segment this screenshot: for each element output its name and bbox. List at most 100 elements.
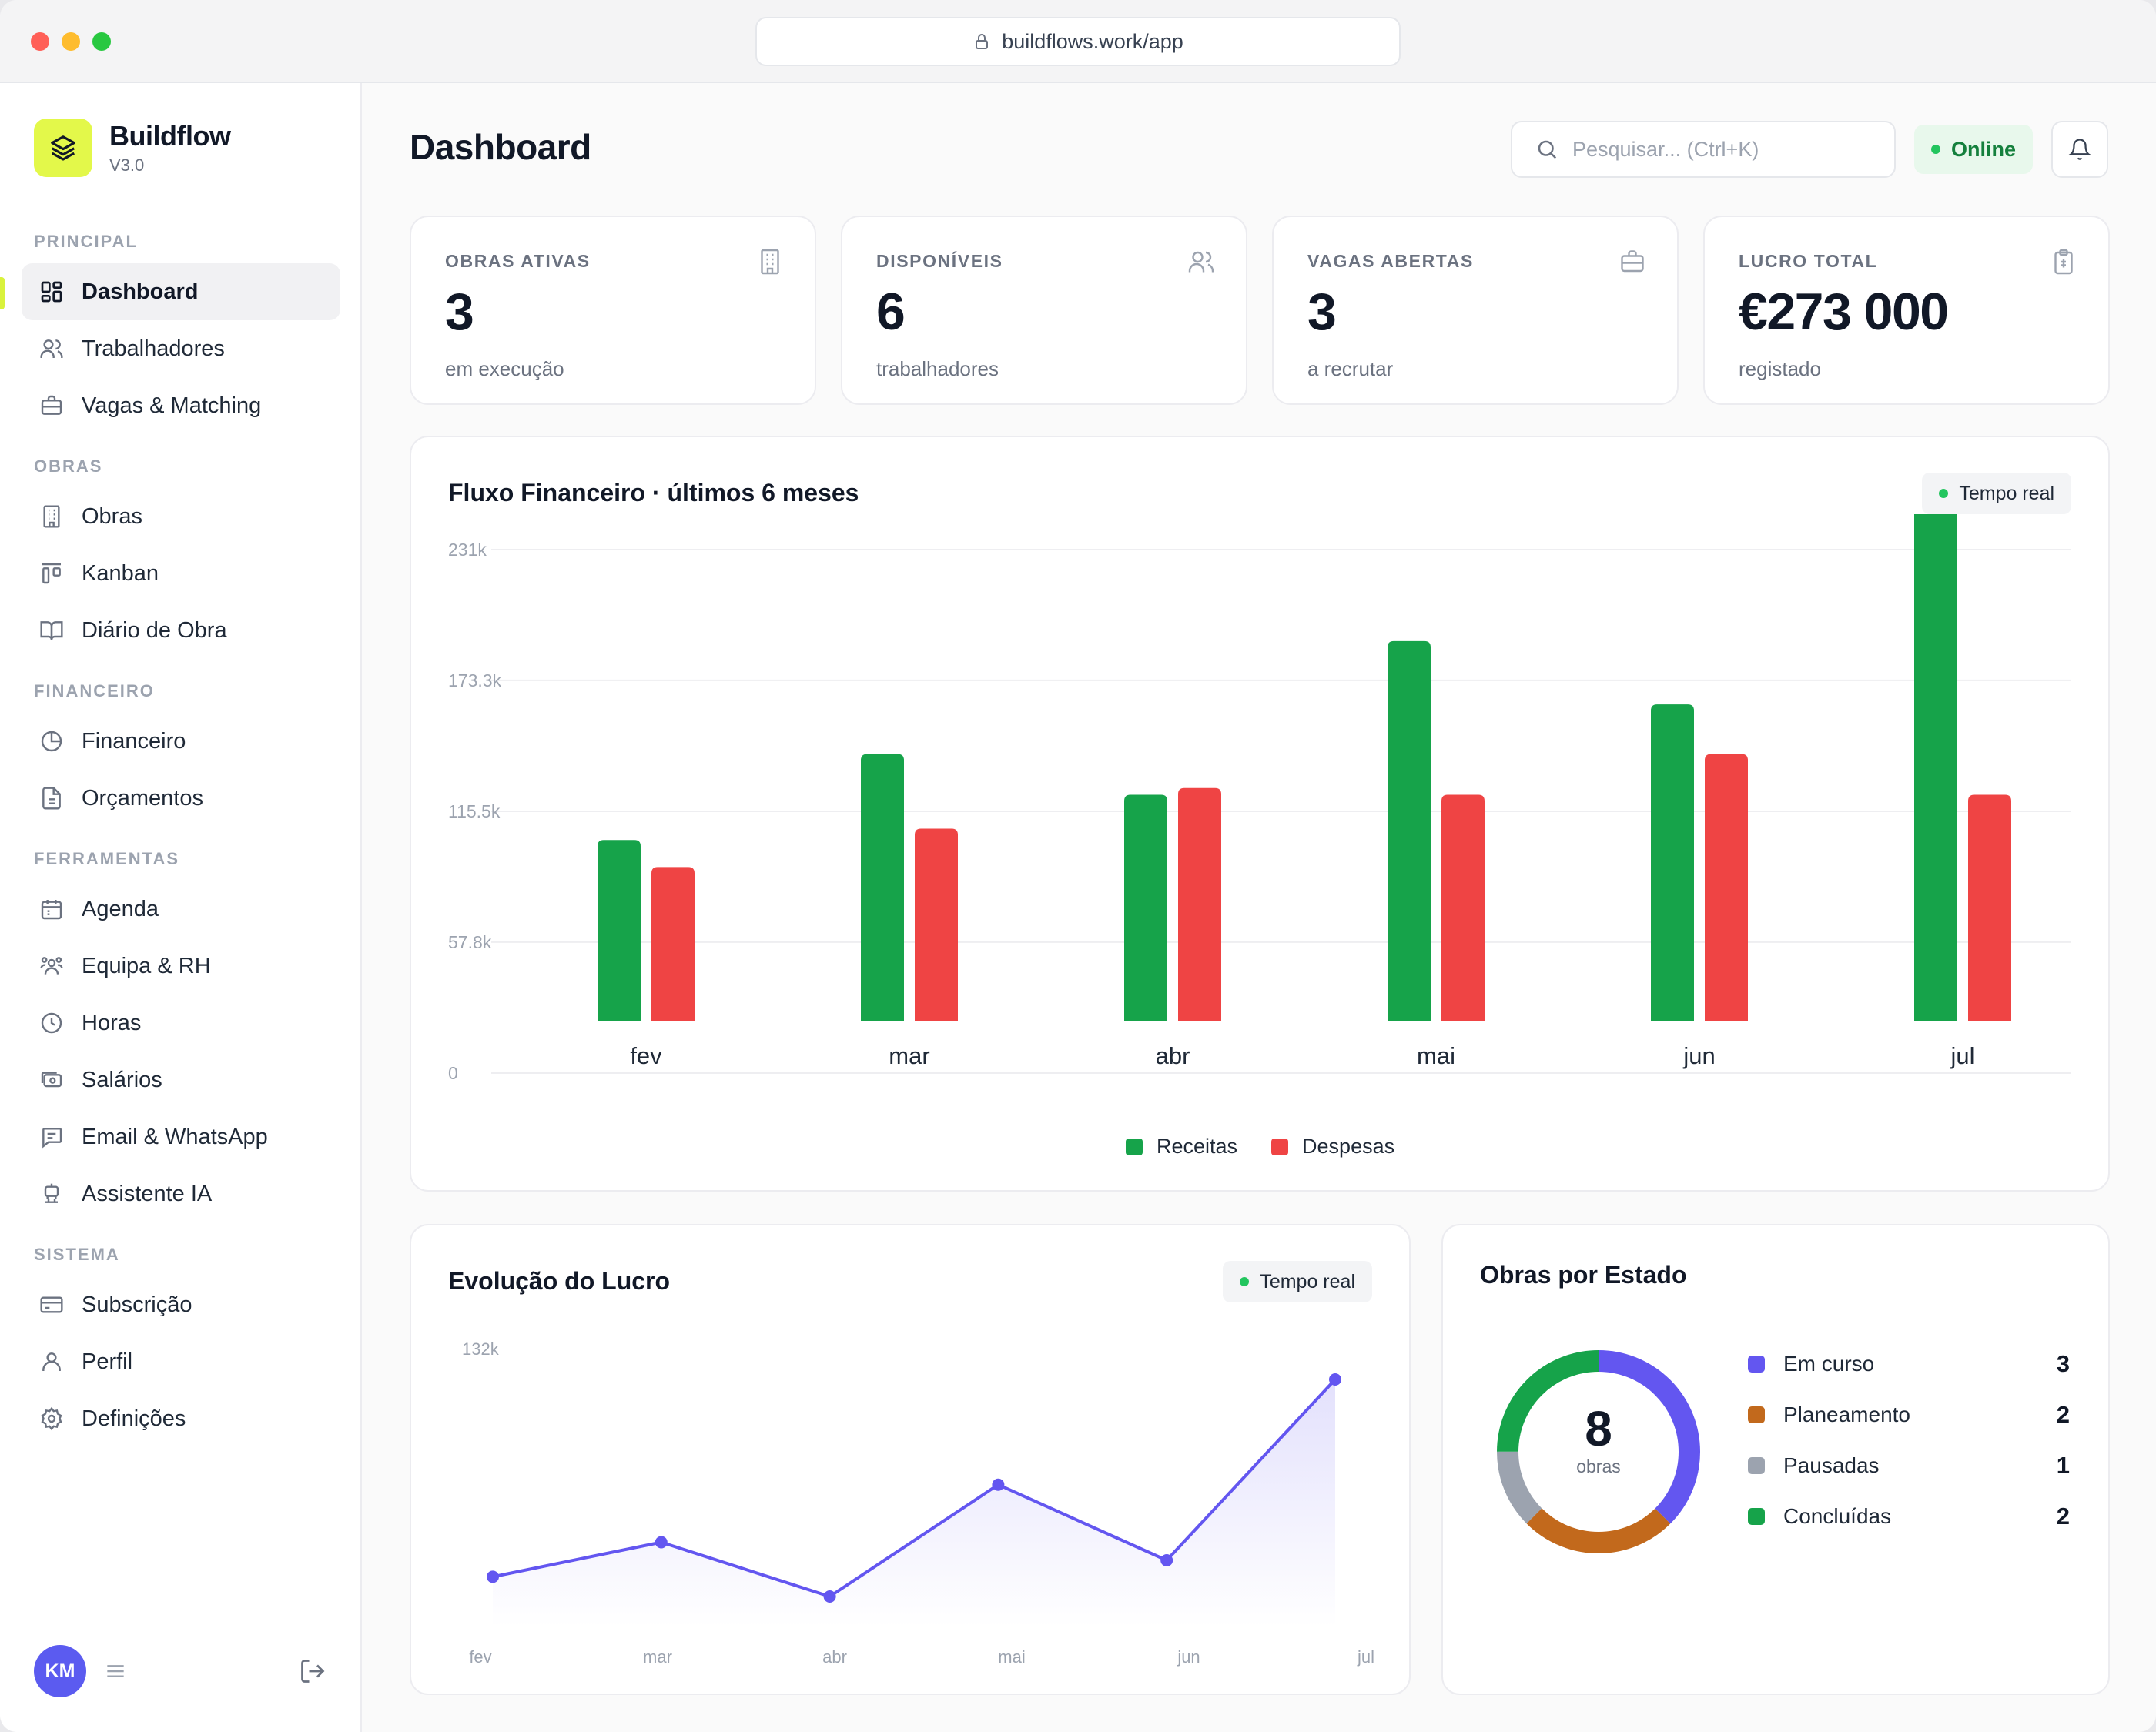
legend-swatch — [1748, 1457, 1765, 1474]
y-tick-label: 57.8k — [448, 932, 492, 952]
sidebar-item-label: Equipa & RH — [82, 953, 211, 978]
avatar[interactable]: KM — [34, 1645, 86, 1697]
area-fill — [493, 1379, 1335, 1627]
search-box[interactable] — [1511, 121, 1896, 178]
kpi-subtitle: registado — [1739, 357, 1821, 380]
kpi-label: DISPONÍVEIS — [876, 251, 1003, 271]
briefcase-icon — [38, 393, 65, 419]
book-icon — [38, 617, 65, 644]
sidebar-item-agenda[interactable]: Agenda — [22, 881, 340, 938]
bar-despesas — [1705, 754, 1748, 1021]
donut-slice-planeamento — [1497, 1350, 1700, 1553]
notifications-button[interactable] — [2051, 121, 2108, 178]
legend-item-receitas[interactable]: Receitas — [1126, 1135, 1237, 1159]
kanban-icon — [38, 560, 65, 587]
users-icon — [38, 336, 65, 362]
kpi-subtitle: em execução — [445, 357, 564, 380]
x-tick-label: jun — [1682, 1042, 1715, 1069]
app-logo[interactable] — [34, 119, 92, 177]
sidebar-item-dashboard[interactable]: Dashboard — [22, 263, 340, 320]
donut-center: 8 obras — [1537, 1404, 1660, 1477]
sidebar-item-label: Trabalhadores — [82, 336, 225, 361]
legend-swatch — [1748, 1508, 1765, 1525]
legend-label: Receitas — [1157, 1135, 1238, 1158]
sidebar-item-subscricao[interactable]: Subscrição — [22, 1276, 340, 1333]
section-title-financeiro: FINANCEIRO — [34, 681, 155, 700]
sidebar-item-email-whatsapp[interactable]: Email & WhatsApp — [22, 1108, 340, 1165]
profit-line — [492, 1378, 1337, 1598]
sidebar-item-obras[interactable]: Obras — [22, 488, 340, 545]
cashflow-legend: Receitas Despesas — [1126, 1135, 1394, 1159]
legend-label: Pausadas — [1783, 1453, 1880, 1477]
sidebar-item-label: Orçamentos — [82, 785, 203, 811]
sidebar-item-salarios[interactable]: Salários — [22, 1052, 340, 1108]
realtime-badge: Tempo real — [1223, 1261, 1372, 1302]
sidebar-item-label: Email & WhatsApp — [82, 1124, 268, 1149]
sidebar-item-trabalhadores[interactable]: Trabalhadores — [22, 320, 340, 377]
x-tick-label: abr — [1156, 1042, 1190, 1069]
menu-icon[interactable] — [103, 1659, 128, 1684]
live-dot-icon — [1240, 1277, 1250, 1286]
data-point — [823, 1590, 836, 1603]
kpi-card-obras-ativas: OBRAS ATIVAS 3 em execução — [410, 216, 816, 405]
address-bar[interactable]: buildflows.work/app — [755, 17, 1401, 66]
sidebar-item-horas[interactable]: Horas — [22, 995, 340, 1052]
bar-receitas — [1388, 640, 1431, 1021]
calendar-icon — [38, 896, 65, 922]
sidebar-item-financeiro[interactable]: Financeiro — [22, 713, 340, 770]
sidebar-item-diario[interactable]: Diário de Obra — [22, 602, 340, 659]
kpi-value: 3 — [445, 283, 474, 341]
kpi-value: 3 — [1307, 283, 1337, 341]
cashflow-bar-chart: 0 57.8k 115.5k 173.3k 231k fev mar abr mai jun jul — [448, 514, 2071, 1083]
building-icon — [38, 503, 65, 530]
sidebar-item-perfil[interactable]: Perfil — [22, 1333, 340, 1390]
sidebar-item-vagas[interactable]: Vagas & Matching — [22, 377, 340, 434]
sidebar-item-kanban[interactable]: Kanban — [22, 545, 340, 602]
legend-item-pausadas[interactable]: Pausadas 1 — [1748, 1452, 2070, 1480]
sidebar-item-orcamentos[interactable]: Orçamentos — [22, 770, 340, 827]
x-tick-label: mar — [889, 1042, 929, 1069]
kpi-value: 6 — [876, 283, 906, 341]
status-badge: Online — [1914, 125, 2033, 174]
cashflow-card: Fluxo Financeiro · últimos 6 meses Tempo… — [410, 436, 2110, 1192]
legend-item-despesas[interactable]: Despesas — [1271, 1135, 1394, 1159]
x-tick-label: mar — [643, 1647, 672, 1667]
clipboard-icon — [2054, 249, 2073, 275]
sidebar-item-assistente[interactable]: Assistente IA — [22, 1165, 340, 1222]
close-window-button[interactable] — [31, 32, 49, 51]
sidebar-item-definicoes[interactable]: Definições — [22, 1390, 340, 1447]
donut-total-label: obras — [1576, 1456, 1621, 1476]
sidebar-item-label: Perfil — [82, 1349, 133, 1374]
sidebar-item-label: Vagas & Matching — [82, 393, 262, 418]
bot-icon — [38, 1181, 65, 1207]
page-title: Dashboard — [410, 127, 591, 167]
browser-toolbar: buildflows.work/app — [0, 0, 2156, 83]
legend-swatch — [1748, 1406, 1765, 1423]
search-input[interactable] — [1572, 137, 1880, 162]
kpi-label: LUCRO TOTAL — [1739, 251, 1878, 271]
sidebar-item-label: Subscrição — [82, 1292, 192, 1317]
sidebar: Buildflow V3.0 PRINCIPAL Dashboard Traba… — [0, 83, 362, 1732]
legend-item-planeamento[interactable]: Planeamento 2 — [1748, 1401, 2070, 1429]
logout-icon[interactable] — [299, 1657, 326, 1685]
x-tick-label: mai — [998, 1647, 1025, 1667]
y-tick-label: 0 — [448, 1063, 458, 1083]
bar-despesas — [915, 828, 958, 1021]
minimize-window-button[interactable] — [62, 32, 80, 51]
legend-label: Em curso — [1783, 1352, 1875, 1376]
sidebar-item-equipa[interactable]: Equipa & RH — [22, 938, 340, 995]
data-point — [654, 1536, 668, 1549]
online-dot-icon — [1930, 145, 1940, 154]
layers-icon — [51, 135, 75, 161]
kpi-card-vagas-abertas: VAGAS ABERTAS 3 a recrutar — [1272, 216, 1679, 405]
legend-count: 2 — [2056, 1401, 2070, 1428]
legend-item-em-curso[interactable]: Em curso 3 — [1748, 1350, 2070, 1378]
legend-item-concluidas[interactable]: Concluídas 2 — [1748, 1503, 2070, 1530]
maximize-window-button[interactable] — [92, 32, 111, 51]
section-title-obras: OBRAS — [34, 456, 103, 476]
legend-count: 2 — [2056, 1503, 2070, 1530]
pie-chart-icon — [38, 728, 65, 754]
sidebar-item-label: Kanban — [82, 560, 159, 586]
clock-icon — [38, 1010, 65, 1036]
brand-name: Buildflow — [109, 120, 231, 152]
